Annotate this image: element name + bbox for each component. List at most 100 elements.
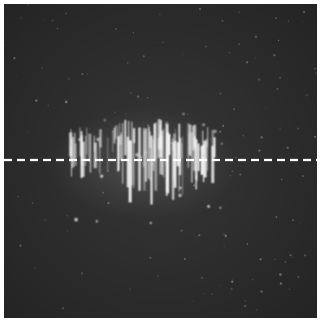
streak [120,132,123,145]
noise-speckle [238,43,240,45]
streak [124,120,127,156]
noise-speckle [51,19,54,22]
streak [187,123,190,168]
noise-speckle [56,27,59,30]
noise-speckle [136,95,140,98]
noise-speckle [303,10,306,13]
noise-speckle [142,55,145,58]
bright-speck [95,220,99,223]
streak [99,129,102,148]
noise-speckle [228,51,230,54]
noise-speckle [230,287,233,291]
streak [159,124,162,175]
noise-speckle [61,307,64,310]
noise-speckle [256,309,258,311]
streak [189,124,192,156]
noise-speckle [27,131,29,133]
streak [127,121,130,152]
streak [197,143,200,171]
streak [161,130,164,175]
noise-speckle [221,19,224,22]
noise-speckle [114,111,116,113]
noise-speckle [35,99,38,102]
streak [213,137,216,158]
streak [211,129,214,158]
noise-speckle [31,202,34,204]
streak [126,136,130,188]
bright-speck [103,118,107,122]
streak [73,132,76,160]
noise-speckle [242,135,245,137]
noise-speckle [146,189,148,191]
bright-speck [202,153,206,157]
bright-speck [178,193,182,198]
noise-speckle [239,173,242,176]
streak [206,138,208,171]
noise-speckle [157,275,160,278]
noise-speckle [17,196,19,198]
noise-speckle [16,76,18,78]
noise-speckle [86,73,88,75]
noise-speckle [287,20,290,22]
streak [112,130,114,153]
streak [207,127,209,148]
streak [71,139,72,177]
streak [107,137,109,172]
bright-speck [83,163,85,166]
noise-speckle [297,127,300,130]
streak [173,133,176,180]
noise-speckle [187,113,189,115]
noise-speckle [276,87,279,91]
streak [172,138,174,151]
noise-speckle [126,61,129,64]
noise-speckle [41,66,43,69]
noise-speckle [193,184,196,187]
bright-speck [213,129,217,134]
noise-speckle [260,290,263,293]
bright-speck [207,204,211,208]
noise-speckle [209,138,211,140]
streak [202,144,205,183]
noise-speckle [219,92,222,95]
noise-speckle [252,279,254,281]
streak [154,122,158,191]
bright-speck [99,174,104,178]
noise-speckle [314,72,317,75]
streak [113,127,116,144]
noise-speckle [159,13,161,15]
noise-speckle [158,41,160,43]
noise-speckle [275,216,278,218]
streak [196,139,198,181]
streak [150,135,153,205]
streak [143,127,145,167]
noise-speckle [292,219,294,222]
noise-speckle [28,37,30,39]
streak [149,131,151,148]
streak [192,125,195,151]
noise-speckle [279,282,283,285]
streak [133,134,135,189]
noise-speckle [260,136,263,139]
noise-speckle [286,146,289,149]
bright-speck [74,217,78,222]
noise-speckle [313,67,316,70]
streak [131,121,133,186]
bright-speck [179,186,182,190]
streak [89,133,92,173]
noise-speckle [65,12,67,15]
streak [193,124,197,171]
streak [98,137,101,174]
streak [128,140,132,203]
noise-speckle [149,256,152,259]
streak [71,137,75,168]
noise-speckle [130,92,132,94]
noise-speckle [42,20,44,21]
noise-speckle [273,54,276,57]
streak [211,146,215,183]
streak [117,125,119,172]
noise-speckle [230,285,232,287]
noise-speckle [232,108,236,111]
noise-speckle [125,112,127,114]
noise-speckle [13,57,16,60]
